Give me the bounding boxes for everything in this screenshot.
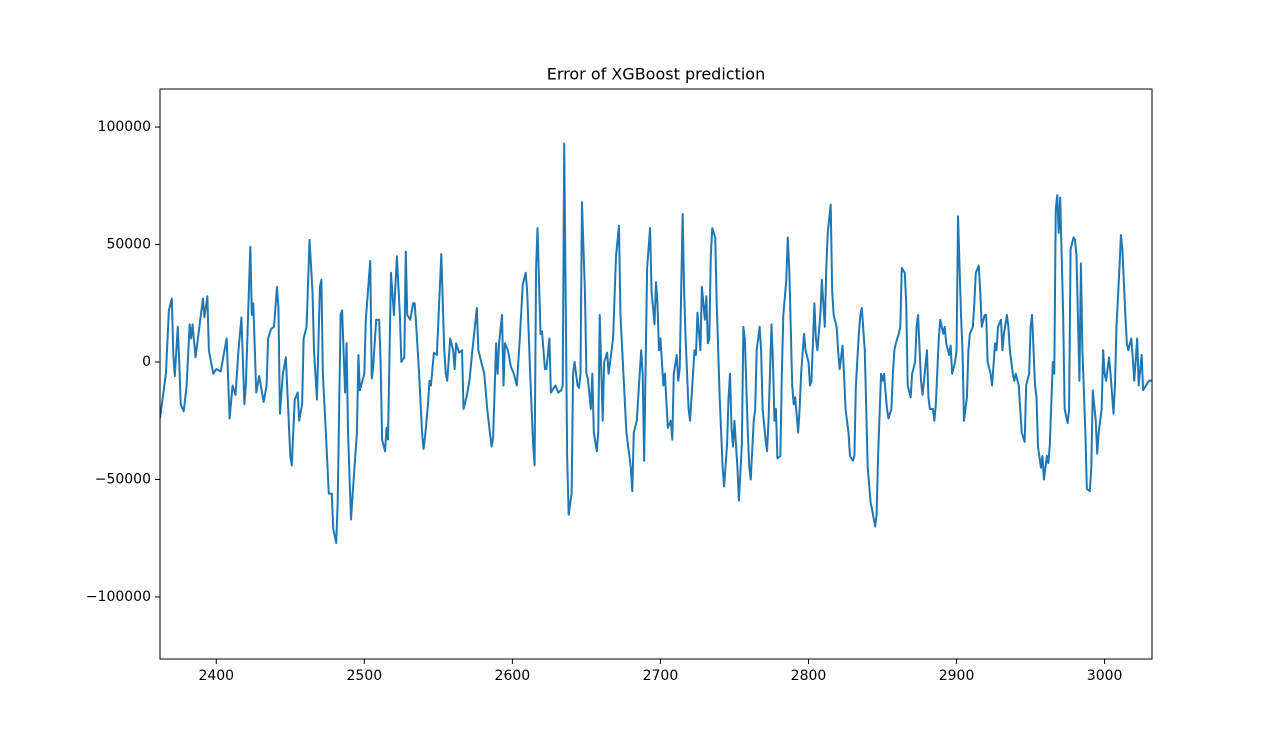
x-tick-label: 2500 <box>347 668 383 684</box>
chart-title: Error of XGBoost prediction <box>547 65 765 84</box>
line-series <box>160 142 1152 544</box>
y-tick-label: 0 <box>142 354 151 370</box>
x-tick-label: 2700 <box>643 668 679 684</box>
x-tick-label: 2900 <box>939 668 975 684</box>
y-tick-label: −100000 <box>86 589 151 605</box>
y-tick-label: 50000 <box>106 237 151 253</box>
y-tick-label: −50000 <box>95 471 151 487</box>
x-tick-label: 2400 <box>198 668 234 684</box>
x-tick-label: 2800 <box>791 668 827 684</box>
x-tick-label: 2600 <box>495 668 531 684</box>
x-tick-label: 3000 <box>1087 668 1123 684</box>
plot-frame <box>159 88 1153 660</box>
y-tick-label: 100000 <box>98 119 151 135</box>
